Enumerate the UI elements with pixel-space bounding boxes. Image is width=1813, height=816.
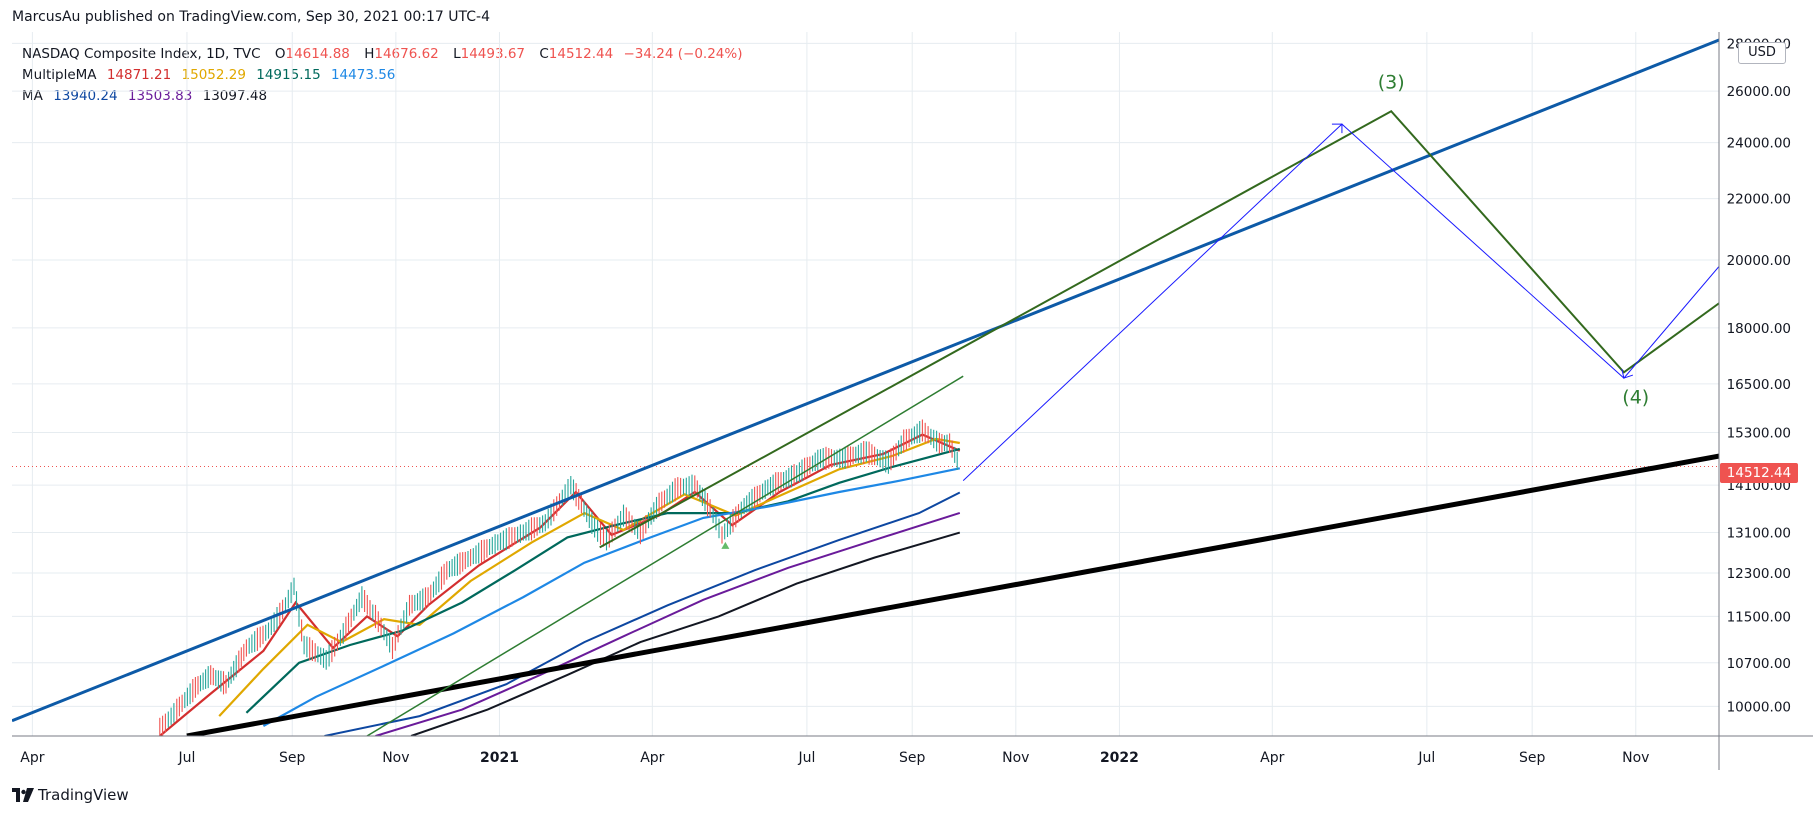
x-axis-tick-label: Sep (279, 750, 306, 766)
currency-badge[interactable]: USD (1738, 42, 1786, 64)
x-axis-tick-label: Jul (797, 750, 815, 766)
y-axis-tick-label: 11500.00 (1727, 609, 1791, 625)
legend-ma-value: 13503.83 (127, 88, 193, 104)
y-axis-tick-label: 15300.00 (1727, 426, 1791, 442)
moving-average-line (159, 433, 961, 736)
publication-header: MarcusAu published on TradingView.com, S… (12, 9, 490, 25)
y-axis-tick-label: 24000.00 (1727, 136, 1791, 152)
x-axis-tick-label: Jul (177, 750, 195, 766)
y-axis-tick-label: 10700.00 (1727, 656, 1791, 672)
wave-arrowhead (1331, 123, 1343, 134)
legend-multiple-ma-value: 14473.56 (330, 67, 396, 83)
y-axis-tick-label: 12300.00 (1727, 566, 1791, 582)
x-axis-tick-label: Nov (1002, 750, 1029, 766)
wave-label: (3) (1378, 72, 1405, 94)
signal-marker (721, 541, 730, 549)
y-axis-tick-label: 20000.00 (1727, 253, 1791, 269)
wave-path-blue[interactable] (962, 123, 1719, 481)
y-axis-tick-label: 10000.00 (1727, 699, 1791, 715)
legend-multiple-ma-value: 14871.21 (106, 67, 172, 83)
chart-axes: Apr Jul Sep Nov 2021 Apr Jul Sep Nov 2022 Apr Jul Se… (12, 32, 1813, 770)
y-axis-tick-label: 18000.00 (1727, 321, 1791, 337)
green-channel-line[interactable] (366, 375, 964, 736)
moving-average-line (375, 511, 961, 736)
moving-average-line (324, 491, 961, 736)
x-axis-tick-label: Jul (1417, 750, 1435, 766)
x-axis-tick-label: Apr (1260, 750, 1284, 766)
y-axis-tick-label: 26000.00 (1727, 84, 1791, 100)
wave-path-green[interactable] (599, 109, 1719, 549)
moving-average-line (245, 447, 961, 714)
moving-average-line (262, 467, 961, 727)
legend-open-value: 14614.88 (285, 46, 350, 62)
legend-multiple-ma-row: MultipleMA 14871.21 15052.29 14915.15 14… (22, 65, 748, 86)
x-axis-tick-label: Nov (382, 750, 409, 766)
upper-channel-line[interactable] (12, 38, 1719, 723)
legend-close-key: C (539, 46, 549, 62)
y-axis-tick-label: 22000.00 (1727, 192, 1791, 208)
y-axis-tick-label: 16500.00 (1727, 377, 1791, 393)
x-axis-tick-label: Apr (640, 750, 664, 766)
legend-ma-value: 13940.24 (53, 88, 118, 104)
moving-average-lines (159, 433, 961, 736)
x-axis-tick-label: 2021 (480, 750, 519, 766)
price-bars (159, 419, 958, 736)
x-axis-tick-label: 2022 (1100, 750, 1139, 766)
last-price-tag: 14512.44 (1720, 463, 1798, 483)
x-axis-tick-label: Sep (899, 750, 926, 766)
wave-label: (4) (1622, 387, 1649, 409)
legend-multiple-ma-label[interactable]: MultipleMA (22, 67, 97, 83)
chart-grid (12, 32, 1719, 736)
legend-symbol-row: NASDAQ Composite Index, 1D, TVC O14614.8… (22, 44, 748, 65)
legend-low-key: L (453, 46, 461, 62)
footer-brand[interactable]: TradingView (12, 786, 129, 804)
wave-annotations: (3) (4) (1378, 72, 1650, 409)
legend-close-value: 14512.44 (548, 46, 614, 62)
legend-symbol[interactable]: NASDAQ Composite Index, 1D, TVC (22, 46, 261, 62)
lower-support-line[interactable] (186, 453, 1719, 736)
legend-multiple-ma-value: 15052.29 (181, 67, 246, 83)
legend-ma-value: 13097.48 (202, 88, 268, 104)
tradingview-logo-icon (12, 788, 34, 802)
x-axis-tick-label: Nov (1622, 750, 1649, 766)
legend-ma-row: MA 13940.24 13503.83 13097.48 (22, 86, 748, 107)
x-axis-tick-label: Apr (20, 750, 44, 766)
wave-arrowhead (1621, 368, 1634, 379)
legend-open-key: O (274, 46, 286, 62)
legend-multiple-ma-value: 14915.15 (256, 67, 321, 83)
x-axis-tick-label: Sep (1519, 750, 1546, 766)
chart-legend: NASDAQ Composite Index, 1D, TVC O14614.8… (22, 44, 748, 107)
legend-high-value: 14676.62 (374, 46, 439, 62)
footer-brand-text: TradingView (38, 786, 129, 804)
drawn-trendlines[interactable] (12, 38, 1719, 736)
moving-average-line (410, 531, 961, 736)
legend-change-value: −34.24 (−0.24%) (623, 46, 743, 62)
y-axis-tick-label: 13100.00 (1727, 525, 1791, 541)
legend-low-value: 14493.67 (460, 46, 526, 62)
legend-high-key: H (364, 46, 375, 62)
